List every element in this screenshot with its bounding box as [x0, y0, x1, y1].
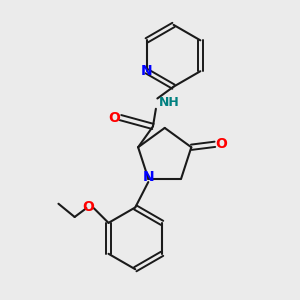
Text: O: O — [215, 137, 227, 151]
Text: N: N — [141, 64, 153, 78]
Text: O: O — [82, 200, 94, 214]
Text: NH: NH — [159, 96, 180, 110]
Text: N: N — [142, 170, 154, 184]
Text: O: O — [108, 111, 120, 124]
